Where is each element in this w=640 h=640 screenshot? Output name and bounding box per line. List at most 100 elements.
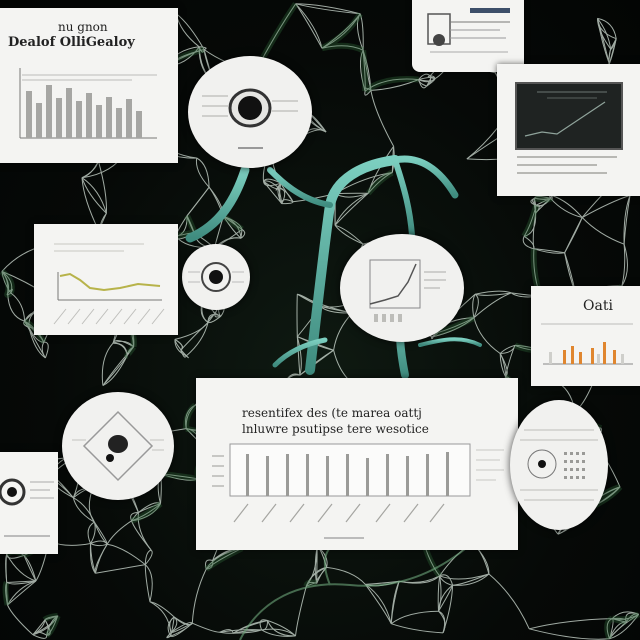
schematic-diagram-mini: [427, 8, 510, 53]
network-fiber: [326, 566, 366, 585]
network-fiber: [94, 543, 108, 574]
network-fiber: [529, 618, 613, 630]
network-fiber: [295, 3, 361, 15]
network-fiber: [81, 177, 100, 232]
network-fiber: [296, 336, 301, 376]
network-fiber: [267, 620, 296, 637]
eye-disc-large: [188, 56, 312, 168]
chart-card-top-left: nu gnon Dealof OlliGealoy: [0, 8, 178, 163]
network-fiber: [360, 50, 369, 92]
network-fiber: [94, 543, 108, 574]
network-fiber: [198, 46, 205, 53]
network-fiber: [1, 271, 10, 294]
network-fiber: [137, 512, 152, 551]
network-fiber: [275, 182, 282, 191]
network-fiber: [321, 45, 364, 51]
network-fiber: [185, 404, 196, 429]
network-fiber: [321, 13, 361, 49]
network-fiber: [144, 549, 153, 565]
curve-disc-center: [340, 234, 464, 342]
network-fiber: [391, 623, 444, 634]
network-fiber: [296, 336, 302, 376]
network-fiber: [551, 195, 583, 218]
network-fiber: [186, 186, 210, 217]
network-fiber: [192, 622, 220, 633]
network-fiber: [10, 292, 26, 322]
network-fiber: [362, 50, 366, 92]
network-fiber: [295, 3, 361, 15]
network-fiber: [196, 157, 210, 188]
network-fiber: [6, 580, 37, 585]
network-fiber: [32, 615, 59, 636]
network-fiber: [130, 501, 163, 524]
network-fiber: [363, 76, 419, 94]
network-fiber: [112, 340, 134, 348]
network-fiber: [523, 212, 537, 237]
network-fiber: [523, 205, 537, 237]
network-fiber: [138, 503, 161, 513]
network-fiber: [97, 160, 107, 214]
network-fiber: [204, 545, 244, 572]
network-fiber: [43, 341, 49, 359]
network-fiber: [390, 581, 400, 624]
network-fiber: [439, 573, 490, 580]
network-fiber: [399, 575, 440, 583]
network-fiber: [1, 270, 13, 294]
network-fiber: [23, 320, 30, 328]
network-fiber: [5, 554, 8, 583]
network-fiber: [195, 157, 210, 188]
network-fiber: [263, 180, 283, 204]
network-fiber: [505, 345, 516, 377]
network-fiber: [95, 564, 146, 574]
network-fiber: [521, 204, 540, 238]
network-fiber: [207, 313, 221, 323]
network-fiber: [169, 616, 175, 633]
network-fiber: [0, 268, 15, 294]
network-fiber: [609, 613, 639, 640]
network-fiber: [359, 50, 366, 92]
network-fiber: [232, 620, 268, 634]
network-fiber: [364, 78, 419, 92]
network-fiber: [297, 336, 334, 351]
network-fiber: [81, 177, 107, 214]
network-fiber: [207, 315, 222, 324]
network-fiber: [81, 160, 99, 179]
network-fiber: [597, 18, 610, 64]
network-fiber: [6, 580, 36, 583]
network-fiber: [523, 235, 535, 249]
network-fiber: [365, 583, 392, 624]
network-fiber: [370, 90, 395, 147]
network-fiber: [434, 317, 475, 334]
network-fiber: [604, 615, 614, 640]
network-fiber: [442, 585, 454, 634]
network-fiber: [365, 580, 400, 585]
card-title-line-1: resentifex des (te marea oattj: [242, 406, 422, 420]
network-fiber: [7, 604, 34, 636]
network-fiber: [81, 160, 99, 179]
network-fiber: [131, 503, 161, 522]
network-fiber: [418, 73, 431, 80]
network-fiber: [534, 196, 551, 199]
network-fiber: [263, 180, 279, 189]
network-fiber: [321, 42, 365, 54]
network-fiber: [6, 582, 8, 606]
card-title-line-2: lnluwre psutipse tere wesotice: [242, 422, 429, 436]
network-fiber: [223, 215, 242, 239]
network-fiber: [223, 216, 242, 239]
network-fiber: [334, 192, 369, 226]
network-fiber: [473, 317, 501, 354]
network-fiber: [24, 320, 46, 359]
network-fiber: [1, 271, 12, 294]
green-vessel-bottom: [239, 539, 471, 640]
network-fiber: [606, 618, 613, 639]
network-fiber: [364, 90, 372, 96]
network-fiber: [102, 355, 128, 387]
cell-disc-bottom-left: [62, 392, 174, 500]
network-fiber: [439, 574, 454, 586]
network-fiber: [295, 3, 323, 49]
network-fiber: [23, 555, 37, 582]
network-fiber: [438, 585, 454, 612]
card-title-right: Oati: [583, 298, 613, 314]
network-fiber: [90, 543, 108, 547]
network-fiber: [205, 547, 243, 570]
